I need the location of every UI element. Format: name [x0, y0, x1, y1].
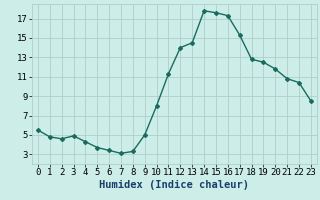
X-axis label: Humidex (Indice chaleur): Humidex (Indice chaleur) — [100, 180, 249, 190]
